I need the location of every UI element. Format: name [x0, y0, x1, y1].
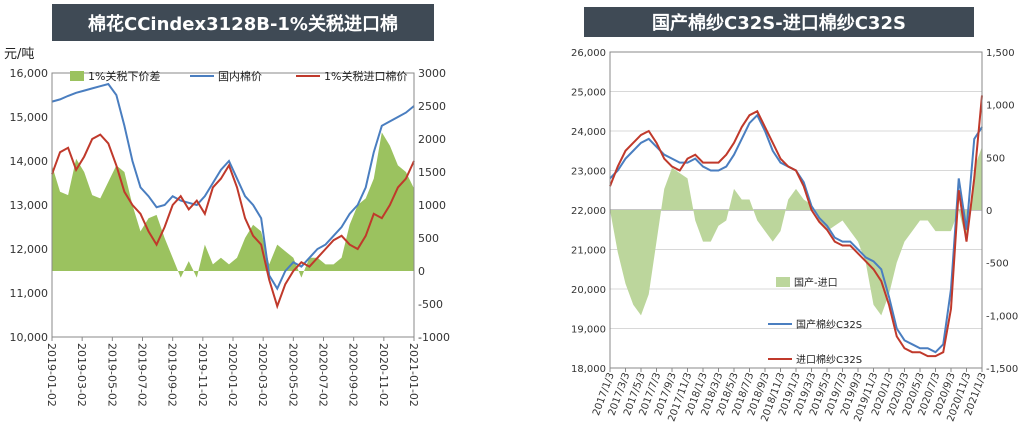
x-tick-label: 2020-07-02: [317, 343, 330, 407]
y2-tick-label: -500: [418, 298, 443, 311]
y-tick-label: 15,000: [10, 111, 49, 124]
line-series-0: [609, 113, 983, 354]
y2-tick-label: 2500: [418, 100, 446, 113]
legend-swatch: [776, 277, 790, 287]
y2-tick-label: -500: [986, 259, 1009, 270]
x-tick-label: 2020-05-02: [286, 343, 299, 407]
y-tick-label: 19,000: [571, 325, 606, 336]
y-tick-label: 20,000: [571, 285, 606, 296]
y-tick-label: 12,000: [10, 243, 49, 256]
y2-tick-label: 2000: [418, 133, 446, 146]
x-tick-label: 2019-05-02: [105, 343, 118, 407]
legend-label: 国内棉价: [218, 69, 262, 83]
chart2-title: 国产棉纱C32S-进口棉纱C32S: [584, 7, 974, 37]
y2-tick-label: 0: [418, 265, 425, 278]
y-tick-label: 10,000: [10, 331, 49, 344]
y2-tick-label: 500: [986, 153, 1005, 164]
x-tick-label: 2020-03-02: [256, 343, 269, 407]
x-tick-label: 2019-03-02: [75, 343, 88, 407]
y2-tick-label: 0: [986, 206, 992, 217]
y2-tick-label: -1000: [418, 331, 450, 344]
y-tick-label: 23,000: [571, 167, 606, 178]
y-tick-label: 16,000: [10, 67, 49, 80]
x-tick-label: 2019-07-02: [136, 343, 149, 407]
legend-label: 国产棉纱C32S: [796, 318, 862, 331]
area-series-2: [610, 146, 982, 316]
legend-label: 1%关税进口棉价: [324, 69, 407, 83]
y2-tick-label: 3000: [418, 67, 446, 80]
y-tick-label: 22,000: [571, 206, 606, 217]
y2-tick-label: 500: [418, 232, 439, 245]
legend-label: 进口棉纱C32S: [796, 353, 862, 366]
y-tick-label: 14,000: [10, 155, 49, 168]
y2-tick-label: 1,000: [986, 101, 1015, 112]
legend-label: 国产-进口: [794, 276, 838, 289]
y-tick-label: 24,000: [571, 127, 606, 138]
y2-tick-label: -1,000: [986, 311, 1018, 322]
x-tick-label: 2019-11-02: [196, 343, 209, 407]
legend-label: 1%关税下价差: [88, 69, 160, 83]
chart2: 18,000 19,000 20,000 21,000 22,000 23,000 24,0…: [571, 48, 1018, 423]
y2-tick-label: 1500: [418, 166, 446, 179]
x-tick-label: 2020-11-02: [377, 343, 390, 407]
chart1-title: 棉花CCindex3128B-1%关税进口棉: [52, 4, 434, 41]
x-tick-label: 2020-09-02: [347, 343, 360, 407]
chart1: 10,000 11,000 12,000 13,000 14,000 15,000 16,0…: [4, 47, 450, 407]
y-tick-label: 25,000: [571, 88, 606, 99]
chart1-ylabel: 元/吨: [4, 47, 34, 62]
y-tick-label: 11,000: [10, 287, 49, 300]
y-tick-label: 13,000: [10, 199, 49, 212]
line-series-1: [51, 133, 415, 310]
x-tick-label: 2019-09-02: [166, 343, 179, 407]
y2-tick-label: 1,500: [986, 48, 1015, 59]
legend-swatch: [70, 71, 84, 81]
y2-tick-label: 1000: [418, 199, 446, 212]
y-tick-label: 18,000: [571, 364, 606, 375]
line-series-0: [51, 82, 415, 291]
line-series-1: [609, 95, 983, 358]
y-tick-label: 26,000: [571, 48, 606, 59]
y2-tick-label: -1,500: [986, 364, 1018, 375]
x-tick-label: 2019-01-02: [45, 343, 58, 407]
area-series-2: [52, 132, 414, 278]
x-tick-label: 2020-01-02: [226, 343, 239, 407]
y-tick-label: 21,000: [571, 246, 606, 257]
x-tick-label: 2021-01-02: [407, 343, 420, 407]
